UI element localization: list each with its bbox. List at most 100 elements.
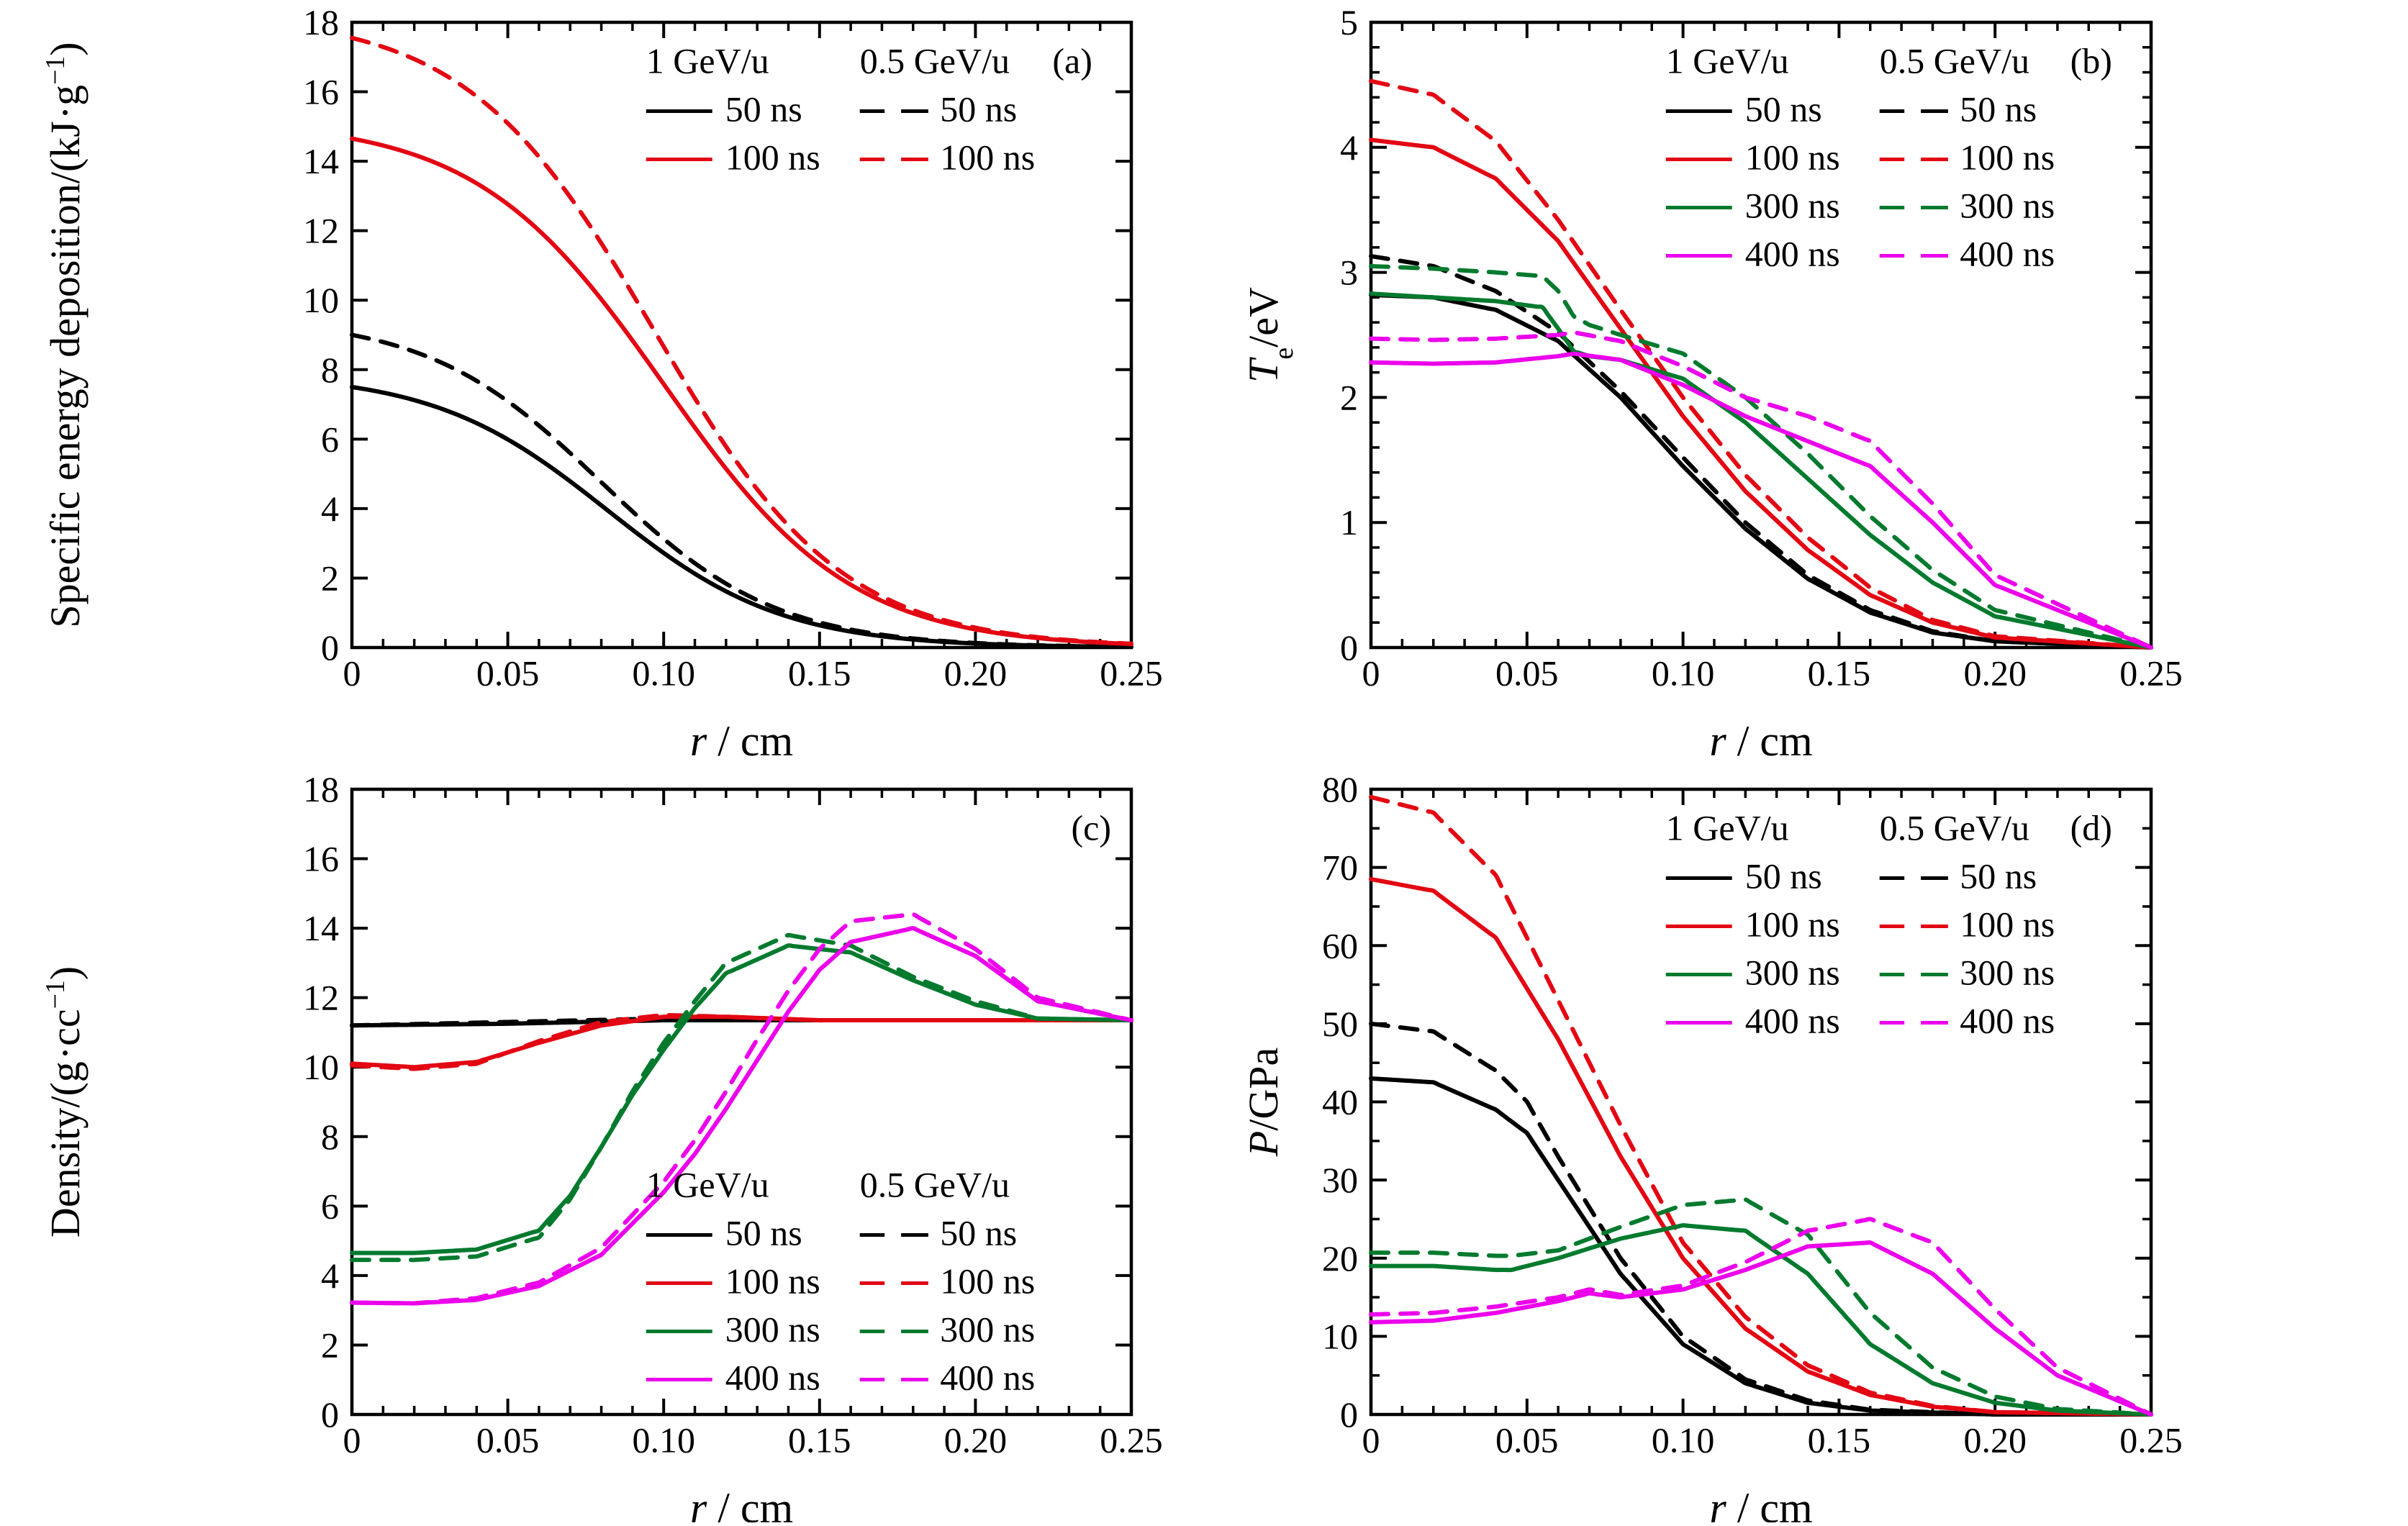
svg-text:300 ns: 300 ns [1960, 953, 2055, 993]
svg-text:0.10: 0.10 [632, 1420, 695, 1461]
svg-text:P/GPa: P/GPa [1240, 1048, 1287, 1157]
svg-text:0.05: 0.05 [1495, 653, 1559, 694]
svg-text:100 ns: 100 ns [1745, 904, 1840, 945]
svg-text:r / cm: r / cm [690, 1484, 793, 1522]
svg-text:Specific energy deposition/(kJ: Specific energy deposition/(kJ·g−1) [40, 42, 89, 627]
svg-text:50 ns: 50 ns [725, 89, 802, 130]
svg-text:2: 2 [321, 1325, 339, 1365]
svg-text:0: 0 [321, 627, 339, 668]
svg-text:r / cm: r / cm [690, 717, 793, 765]
svg-text:1 GeV/u: 1 GeV/u [646, 41, 769, 81]
svg-text:50 ns: 50 ns [940, 1213, 1017, 1253]
svg-text:14: 14 [303, 141, 339, 181]
svg-text:4: 4 [321, 489, 339, 529]
svg-text:100 ns: 100 ns [940, 137, 1035, 178]
svg-text:(a): (a) [1052, 41, 1092, 81]
svg-text:300 ns: 300 ns [725, 1309, 820, 1350]
svg-text:100 ns: 100 ns [1960, 137, 2055, 178]
svg-text:5: 5 [1340, 2, 1358, 42]
svg-text:3: 3 [1340, 253, 1358, 293]
svg-text:16: 16 [303, 72, 339, 112]
svg-text:2: 2 [1340, 377, 1358, 417]
svg-text:300 ns: 300 ns [940, 1309, 1035, 1350]
svg-text:1 GeV/u: 1 GeV/u [1666, 41, 1789, 81]
svg-text:0.15: 0.15 [788, 653, 851, 694]
svg-text:100 ns: 100 ns [940, 1261, 1035, 1302]
svg-text:r / cm: r / cm [1709, 717, 1812, 765]
svg-text:(d): (d) [2070, 808, 2112, 848]
svg-text:0: 0 [1340, 1394, 1358, 1435]
svg-text:8: 8 [321, 350, 339, 390]
svg-text:6: 6 [321, 419, 339, 459]
svg-text:300 ns: 300 ns [1745, 953, 1840, 993]
svg-text:0: 0 [343, 653, 361, 694]
svg-text:20: 20 [1322, 1238, 1358, 1279]
svg-text:50 ns: 50 ns [1960, 856, 2037, 896]
svg-text:0.10: 0.10 [1652, 653, 1715, 694]
svg-text:0.25: 0.25 [2119, 1420, 2183, 1461]
svg-text:0.25: 0.25 [2119, 653, 2183, 694]
svg-text:0.05: 0.05 [1495, 1420, 1559, 1461]
svg-text:0.05: 0.05 [476, 653, 540, 694]
svg-text:0.25: 0.25 [1100, 1420, 1163, 1461]
svg-text:6: 6 [321, 1186, 339, 1226]
svg-text:0.15: 0.15 [1808, 1420, 1871, 1461]
svg-text:80: 80 [1322, 769, 1358, 809]
svg-text:0.15: 0.15 [788, 1420, 851, 1461]
svg-text:10: 10 [303, 1047, 339, 1087]
svg-text:0.05: 0.05 [476, 1420, 540, 1461]
svg-text:8: 8 [321, 1117, 339, 1157]
svg-text:300 ns: 300 ns [1960, 186, 2055, 226]
svg-text:4: 4 [321, 1255, 339, 1296]
svg-text:16: 16 [303, 839, 339, 879]
svg-text:50: 50 [1322, 1004, 1358, 1044]
svg-text:100 ns: 100 ns [1745, 137, 1840, 178]
svg-text:18: 18 [303, 769, 339, 809]
svg-text:0: 0 [1362, 653, 1380, 694]
svg-text:70: 70 [1322, 848, 1358, 888]
svg-text:4: 4 [1340, 127, 1358, 168]
svg-text:0.25: 0.25 [1100, 653, 1163, 694]
svg-text:0.5 GeV/u: 0.5 GeV/u [1880, 41, 2029, 81]
svg-text:0: 0 [1362, 1420, 1380, 1461]
svg-text:0.10: 0.10 [632, 653, 695, 694]
svg-text:0.5 GeV/u: 0.5 GeV/u [1880, 808, 2029, 848]
svg-text:0.10: 0.10 [1652, 1420, 1715, 1461]
svg-text:10: 10 [303, 280, 339, 320]
svg-text:12: 12 [303, 978, 339, 1018]
svg-text:50 ns: 50 ns [1960, 89, 2037, 130]
svg-text:400 ns: 400 ns [1960, 1001, 2055, 1041]
svg-text:0: 0 [1340, 627, 1358, 668]
svg-text:12: 12 [303, 211, 339, 251]
svg-text:r / cm: r / cm [1709, 1484, 1812, 1522]
svg-text:18: 18 [303, 2, 339, 42]
svg-text:(b): (b) [2070, 41, 2112, 81]
svg-text:14: 14 [303, 908, 339, 948]
svg-text:0: 0 [343, 1420, 361, 1461]
svg-text:1: 1 [1340, 502, 1358, 542]
svg-text:60: 60 [1322, 925, 1358, 966]
svg-text:0.20: 0.20 [944, 653, 1008, 694]
svg-text:0.20: 0.20 [1963, 653, 2027, 694]
svg-text:30: 30 [1322, 1160, 1358, 1200]
svg-text:0.5 GeV/u: 0.5 GeV/u [860, 1165, 1010, 1205]
svg-text:40: 40 [1322, 1082, 1358, 1122]
svg-text:0.15: 0.15 [1808, 653, 1871, 694]
svg-text:400 ns: 400 ns [1745, 1001, 1840, 1041]
svg-text:10: 10 [1322, 1316, 1358, 1356]
svg-text:400 ns: 400 ns [1960, 234, 2055, 274]
svg-text:0: 0 [321, 1394, 339, 1435]
svg-text:300 ns: 300 ns [1745, 186, 1840, 226]
svg-text:50 ns: 50 ns [940, 89, 1017, 130]
svg-text:50 ns: 50 ns [1745, 89, 1822, 130]
svg-text:50 ns: 50 ns [1745, 856, 1822, 896]
svg-text:1 GeV/u: 1 GeV/u [646, 1165, 769, 1205]
svg-text:1 GeV/u: 1 GeV/u [1666, 808, 1789, 848]
svg-text:0.20: 0.20 [944, 1420, 1008, 1461]
svg-text:100 ns: 100 ns [725, 137, 820, 178]
svg-text:(c): (c) [1072, 808, 1112, 848]
svg-text:100 ns: 100 ns [725, 1261, 820, 1302]
svg-text:2: 2 [321, 558, 339, 598]
svg-text:100 ns: 100 ns [1960, 904, 2055, 945]
svg-text:400 ns: 400 ns [1745, 234, 1840, 274]
